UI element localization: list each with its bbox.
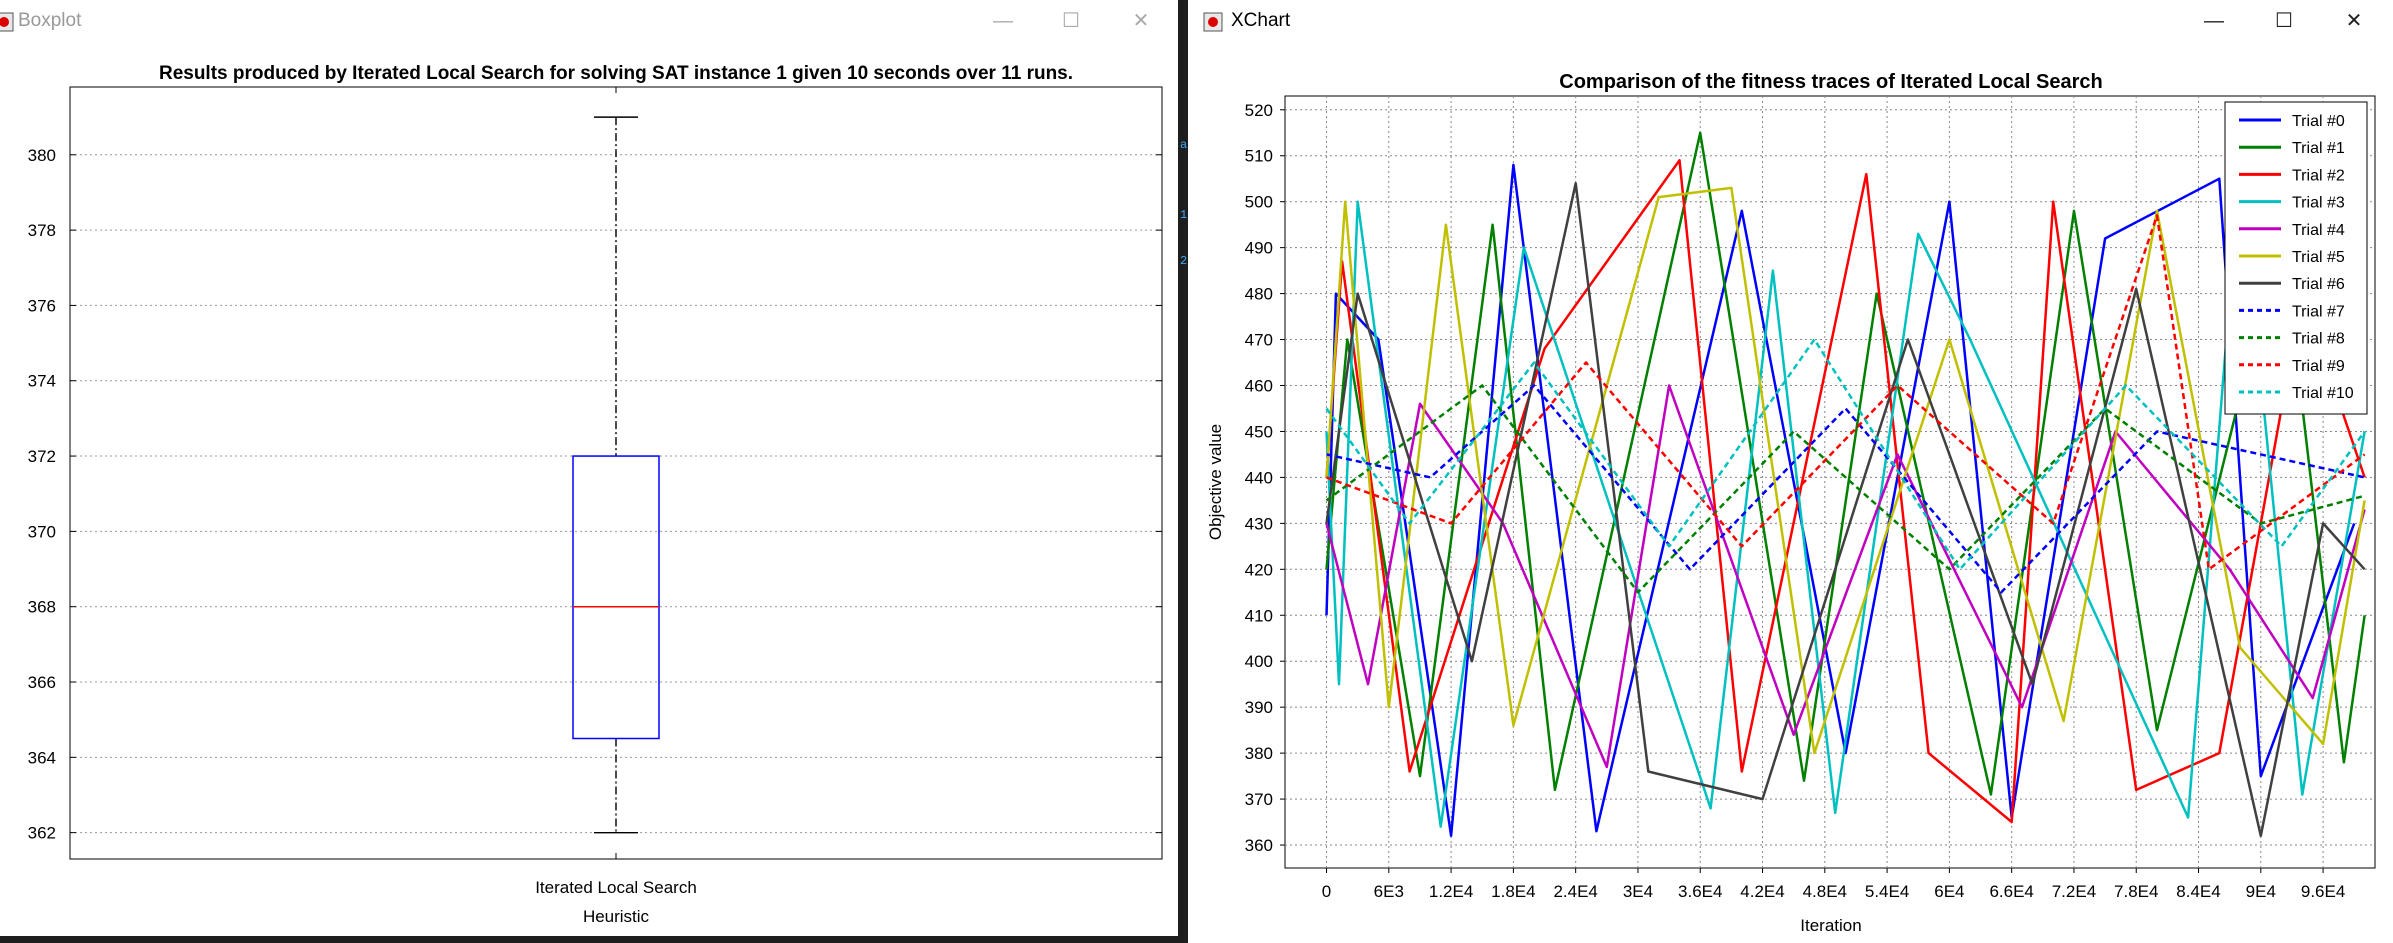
x-axis-label: Heuristic — [583, 907, 650, 926]
close-button[interactable]: ✕ — [1132, 10, 1150, 32]
y-tick-label: 460 — [1245, 377, 1273, 396]
y-tick-label: 390 — [1245, 698, 1273, 717]
x-tick-label: 3E4 — [1623, 882, 1653, 901]
x-tick-label: 9.6E4 — [2301, 882, 2345, 901]
fitness-trace-chart: Comparison of the fitness traces of Iter… — [1206, 71, 2376, 935]
chart-title: Comparison of the fitness traces of Iter… — [1559, 71, 2102, 93]
plot-area — [1284, 95, 2376, 869]
legend-label: Trial #4 — [2292, 222, 2345, 239]
x-tick-label: 4.2E4 — [1740, 882, 1784, 901]
legend-label: Trial #1 — [2292, 140, 2345, 157]
x-tick-label: 5.4E4 — [1865, 882, 1909, 901]
maximize-button[interactable]: ☐ — [2275, 10, 2293, 32]
boxplot-chart: Results produced by Iterated Local Searc… — [28, 63, 1163, 926]
x-tick-label: Iterated Local Search — [535, 878, 697, 897]
legend-label: Trial #5 — [2292, 249, 2345, 266]
legend-box — [2224, 101, 2368, 415]
x-tick-label: 3.6E4 — [1678, 882, 1722, 901]
y-tick-label: 372 — [28, 447, 56, 466]
legend-label: Trial #3 — [2292, 195, 2345, 212]
x-tick-label: 1.2E4 — [1429, 882, 1473, 901]
y-tick-label: 470 — [1245, 331, 1273, 350]
xchart-window: XChart — ☐ ✕ Comparison of the fitness t… — [1188, 0, 2393, 943]
y-tick-label: 510 — [1245, 147, 1273, 166]
x-axis-label: Iteration — [1800, 916, 1861, 935]
y-tick-label: 362 — [28, 824, 56, 843]
x-tick-label: 7.8E4 — [2114, 882, 2158, 901]
x-tick-label: 6E3 — [1374, 882, 1404, 901]
boxplot-window-title: Boxplot — [18, 10, 82, 31]
x-tick-label: 8.4E4 — [2176, 882, 2220, 901]
y-tick-label: 370 — [28, 522, 56, 541]
y-tick-label: 378 — [28, 221, 56, 240]
y-tick-label: 374 — [28, 372, 56, 391]
y-tick-label: 410 — [1245, 606, 1273, 625]
y-tick-label: 430 — [1245, 514, 1273, 533]
y-tick-label: 376 — [28, 296, 56, 315]
legend-label: Trial #7 — [2292, 303, 2345, 320]
x-tick-label: 6E4 — [1934, 882, 1964, 901]
series-line — [1325, 163, 2356, 838]
legend-label: Trial #6 — [2292, 276, 2345, 293]
y-tick-label: 490 — [1245, 239, 1273, 258]
maximize-button[interactable]: ☐ — [1062, 10, 1080, 32]
y-tick-label: 370 — [1245, 790, 1273, 809]
legend-label: Trial #8 — [2292, 331, 2345, 348]
x-tick-label: 6.6E4 — [1989, 882, 2033, 901]
y-tick-label: 480 — [1245, 285, 1273, 304]
java-app-icon — [1203, 12, 1223, 32]
trace-lines — [1325, 131, 2366, 838]
chart-title: Results produced by Iterated Local Searc… — [159, 63, 1073, 84]
gutter-char: a — [1180, 138, 1188, 152]
gutter-char: 1 — [1180, 208, 1188, 222]
y-tick-label: 360 — [1245, 836, 1273, 855]
legend-label: Trial #2 — [2292, 167, 2345, 184]
series-line — [1325, 384, 2365, 594]
boxplot-titlebar: Boxplot — ☐ ✕ — [0, 0, 1178, 46]
xchart-titlebar: XChart — ☐ ✕ — [1188, 0, 2393, 46]
series-line — [1325, 182, 2366, 838]
x-tick-label: 7.2E4 — [2052, 882, 2096, 901]
x-tick-label: 1.8E4 — [1491, 882, 1535, 901]
x-tick-label: 4.8E4 — [1803, 882, 1847, 901]
x-tick-label: 9E4 — [2246, 882, 2276, 901]
y-tick-label: 500 — [1245, 193, 1273, 212]
y-tick-label: 364 — [28, 748, 56, 767]
legend-label: Trial #9 — [2292, 358, 2345, 375]
legend-label: Trial #0 — [2292, 113, 2345, 130]
y-tick-label: 420 — [1245, 560, 1273, 579]
y-tick-label: 400 — [1245, 652, 1273, 671]
close-button[interactable]: ✕ — [2345, 10, 2363, 32]
legend-label: Trial #10 — [2292, 385, 2354, 402]
y-tick-label: 450 — [1245, 422, 1273, 441]
x-tick-label: 0 — [1322, 882, 1331, 901]
y-axis-label: Objective value — [1206, 424, 1225, 540]
legend: Trial #0 Trial #1 Trial #2 Trial #3 Trial #4… — [2224, 101, 2368, 415]
editor-gutter — [1178, 0, 1188, 943]
y-tick-label: 380 — [1245, 744, 1273, 763]
minimize-button[interactable]: — — [993, 10, 1013, 32]
x-tick-label: 2.4E4 — [1553, 882, 1597, 901]
iqr-box — [572, 455, 660, 740]
minimize-button[interactable]: — — [2204, 10, 2224, 32]
y-tick-label: 366 — [28, 673, 56, 692]
gutter-char: 2 — [1180, 254, 1188, 268]
boxplot-window: Boxplot — ☐ ✕ Results produced by Iterat… — [0, 0, 1179, 936]
y-tick-label: 368 — [28, 598, 56, 617]
series-line — [1325, 338, 2366, 571]
series-line — [1325, 384, 2366, 769]
series-line — [1325, 159, 2366, 824]
y-tick-label: 440 — [1245, 468, 1273, 487]
java-app-icon — [0, 12, 14, 32]
y-tick-label: 520 — [1245, 101, 1273, 120]
series-line — [1325, 186, 2366, 755]
xchart-window-title: XChart — [1231, 10, 1291, 31]
series-line — [1326, 214, 2366, 571]
y-tick-label: 380 — [28, 146, 56, 165]
